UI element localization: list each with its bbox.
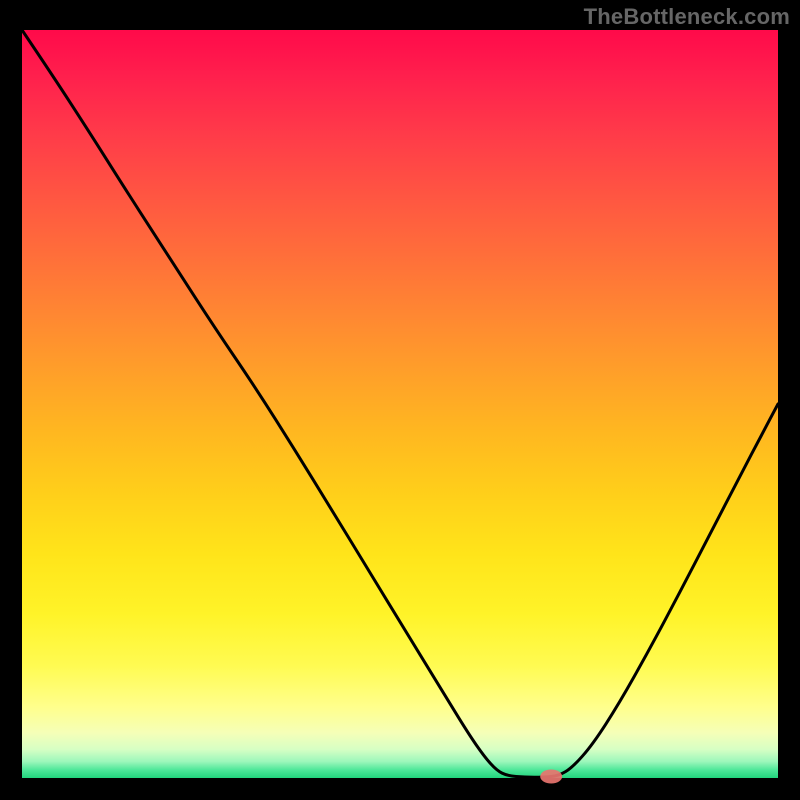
bottleneck-chart: TheBottleneck.com [0, 0, 800, 800]
chart-svg [0, 0, 800, 800]
watermark-text: TheBottleneck.com [584, 4, 790, 30]
selected-point-marker [540, 770, 562, 784]
chart-plot-area [22, 30, 778, 778]
